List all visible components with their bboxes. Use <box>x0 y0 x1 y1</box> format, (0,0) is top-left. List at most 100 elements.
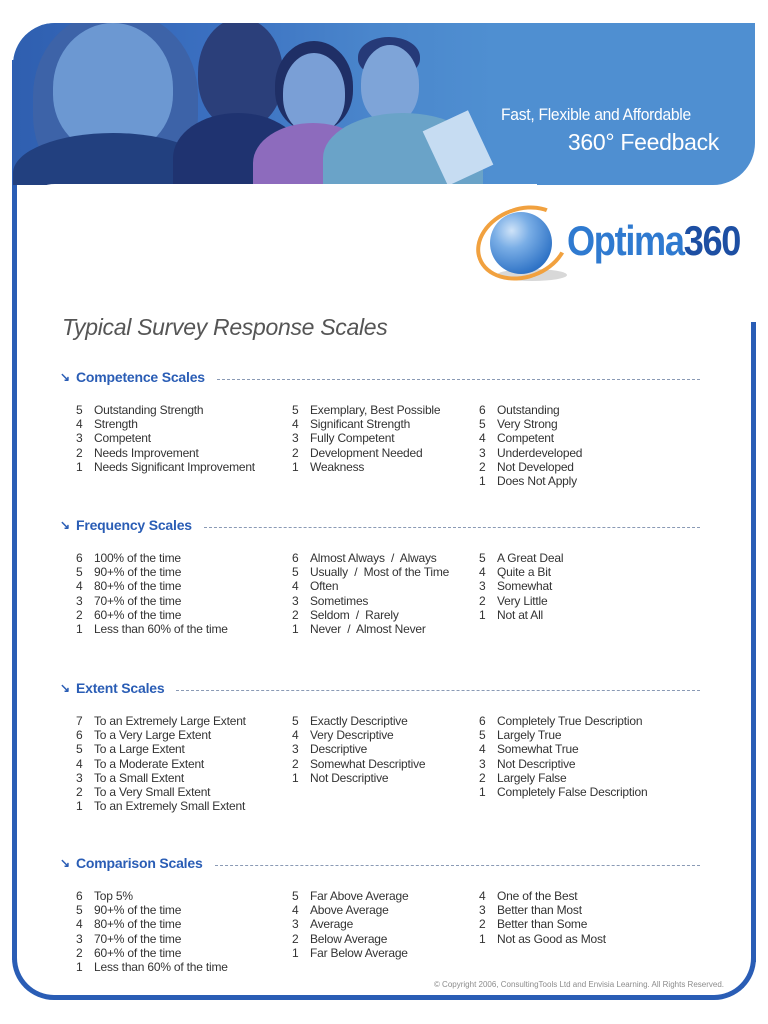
scale-item: 3 Competent <box>76 431 255 445</box>
person-silhouette <box>361 45 419 123</box>
frame-left-border <box>12 60 17 960</box>
scale-label: Far Above Average <box>310 889 409 903</box>
scale-label: Not Descriptive <box>497 756 576 771</box>
section-competence-scales: ↘ Competence Scales 5 Outstanding Strengt… <box>60 367 700 503</box>
scale-value: 5 <box>479 551 486 565</box>
scale-item: 5 Exactly Descriptive <box>292 714 425 728</box>
scale-column: 7 To an Extremely Large Extent 6 To a Very … <box>76 714 246 813</box>
scale-value: 1 <box>292 770 299 785</box>
scale-value: 3 <box>76 431 83 446</box>
scale-value: 2 <box>76 445 83 460</box>
scale-label: Competent <box>94 431 151 446</box>
scale-value: 1 <box>76 622 83 637</box>
scale-value: 4 <box>479 431 486 446</box>
scale-value: 2 <box>479 770 486 785</box>
scale-item: 1 Far Below Average <box>292 946 408 960</box>
scale-value: 2 <box>292 445 299 460</box>
scale-label: Completely True Description <box>497 714 643 728</box>
scale-value: 6 <box>479 714 486 728</box>
scale-item: 2 Better than Some <box>479 917 606 931</box>
scale-item: 7 To an Extremely Large Extent <box>76 714 246 728</box>
scale-label: Weakness <box>310 459 365 474</box>
scale-label: Significant Strength <box>310 417 411 432</box>
scale-value: 3 <box>479 445 486 460</box>
scale-value: 1 <box>292 622 299 637</box>
scale-value: 2 <box>292 756 299 771</box>
scale-item: 5 90+% of the time <box>76 565 228 579</box>
globe-icon <box>490 212 552 274</box>
scale-value: 3 <box>76 931 83 946</box>
scale-label: Needs Improvement <box>94 445 199 460</box>
logo-text-optima: Optima <box>567 217 685 264</box>
scale-item: 2 Not Developed <box>479 460 582 474</box>
person-silhouette <box>198 23 283 128</box>
scale-label: Not Developed <box>497 459 574 474</box>
scale-value: 3 <box>292 742 299 757</box>
scale-value: 5 <box>76 742 83 757</box>
section-extent-scales: ↘ Extent Scales 7 To an Extremely Large E… <box>60 678 700 814</box>
scale-value: 4 <box>292 417 299 432</box>
scale-columns: 7 To an Extremely Large Extent 6 To a Very … <box>60 714 700 814</box>
scale-label: Exemplary, Best Possible <box>310 403 441 417</box>
orbit-arrow-icon <box>465 192 580 294</box>
arrow-down-right-icon: ↘ <box>60 370 71 384</box>
scale-value: 2 <box>292 931 299 946</box>
scale-item: 3 Average <box>292 917 408 931</box>
scale-item: 1 Less than 60% of the time <box>76 622 228 636</box>
scale-item: 1 Not Descriptive <box>292 771 425 785</box>
scale-label: Better than Some <box>497 917 588 932</box>
scale-item: 4 Strength <box>76 417 255 431</box>
scale-item: 5 To a Large Extent <box>76 742 246 756</box>
scale-label: Less than 60% of the time <box>94 622 228 637</box>
scale-label: To a Very Small Extent <box>94 785 211 800</box>
scale-label: 90+% of the time <box>94 903 182 918</box>
scale-item: 1 Completely False Description <box>479 785 648 799</box>
scale-value: 4 <box>479 742 486 757</box>
scale-label: To an Extremely Small Extent <box>94 799 246 814</box>
scale-item: 3 Somewhat <box>479 579 563 593</box>
scale-column: 5 Far Above Average 4 Above Average 3 Average… <box>292 889 409 960</box>
scale-value: 5 <box>76 403 83 417</box>
section-frequency-scales: ↘ Frequency Scales 6 100% of the time 5 90+… <box>60 515 700 651</box>
scale-item: 1 Not at All <box>479 608 563 622</box>
scale-label: Largely True <box>497 728 562 743</box>
scale-item: 2 Seldom / Rarely <box>292 608 449 622</box>
header-banner: Fast, Flexible and Affordable 360° Feedb… <box>13 23 755 185</box>
scale-label: To a Large Extent <box>94 742 185 757</box>
section-title: Frequency Scales <box>76 517 192 533</box>
scale-label: Never / Almost Never <box>310 622 426 637</box>
scale-column: 6 Top 5% 5 90+% of the time 4 80+% of the tim… <box>76 889 228 974</box>
scale-item: 6 Top 5% <box>76 889 228 903</box>
scale-item: 1 Never / Almost Never <box>292 622 449 636</box>
scale-label: Development Needed <box>310 445 423 460</box>
scale-label: Usually / Most of the Time <box>310 565 450 580</box>
scale-value: 3 <box>76 593 83 608</box>
scale-label: Somewhat <box>497 579 553 594</box>
scale-label: Competent <box>497 431 554 446</box>
scale-value: 4 <box>76 756 83 771</box>
scale-label: 70+% of the time <box>94 931 182 946</box>
person-silhouette <box>283 53 345 133</box>
scale-label: 70+% of the time <box>94 593 182 608</box>
scale-column: 6 Outstanding 5 Very Strong 4 Competent 3 Under… <box>479 403 582 488</box>
scale-item: 4 Very Descriptive <box>292 728 425 742</box>
scale-label: Largely False <box>497 770 567 785</box>
scale-item: 3 Descriptive <box>292 742 425 756</box>
scale-label: Not at All <box>497 607 544 622</box>
scale-label: 100% of the time <box>94 551 181 565</box>
scale-label: Less than 60% of the time <box>94 960 228 975</box>
scale-label: To an Extremely Large Extent <box>94 714 246 728</box>
scale-column: 5 Outstanding Strength 4 Strength 3 Competent… <box>76 403 255 474</box>
scale-item: 5 Largely True <box>479 728 647 742</box>
scale-item: 4 80+% of the time <box>76 579 228 593</box>
scale-columns: 6 Top 5% 5 90+% of the time 4 80+% of the tim… <box>60 889 700 989</box>
scale-value: 4 <box>479 889 486 903</box>
scale-value: 6 <box>76 728 83 743</box>
scale-label: A Great Deal <box>497 551 564 565</box>
scale-item: 5 Outstanding Strength <box>76 403 255 417</box>
scale-value: 2 <box>292 607 299 622</box>
scale-label: Does Not Apply <box>497 474 577 489</box>
scale-label: 90+% of the time <box>94 565 182 580</box>
scale-label: Descriptive <box>310 742 368 757</box>
scale-item: 6 Completely True Description <box>479 714 647 728</box>
